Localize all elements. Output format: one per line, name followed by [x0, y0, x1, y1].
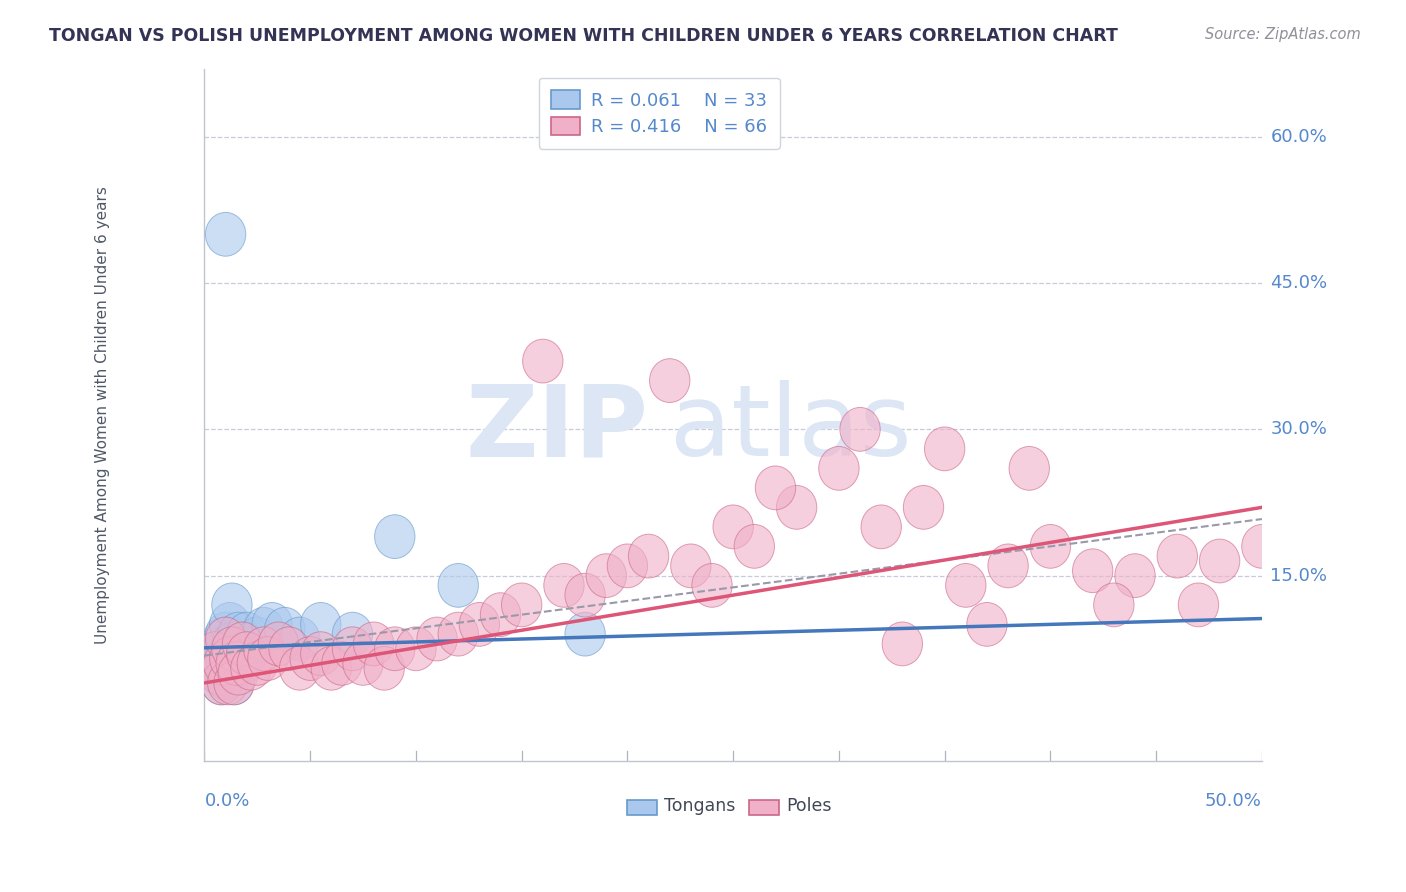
Text: Tongans: Tongans — [665, 797, 735, 815]
Text: 30.0%: 30.0% — [1271, 420, 1327, 438]
Text: atlas: atlas — [669, 380, 911, 477]
Text: ZIP: ZIP — [465, 380, 648, 477]
Text: 15.0%: 15.0% — [1271, 566, 1327, 584]
Text: 60.0%: 60.0% — [1271, 128, 1327, 145]
Text: Poles: Poles — [786, 797, 831, 815]
Text: Unemployment Among Women with Children Under 6 years: Unemployment Among Women with Children U… — [96, 186, 111, 644]
Text: 0.0%: 0.0% — [204, 792, 250, 810]
Bar — [749, 800, 779, 815]
Bar — [627, 800, 657, 815]
Text: 50.0%: 50.0% — [1205, 792, 1263, 810]
Text: TONGAN VS POLISH UNEMPLOYMENT AMONG WOMEN WITH CHILDREN UNDER 6 YEARS CORRELATIO: TONGAN VS POLISH UNEMPLOYMENT AMONG WOME… — [49, 27, 1118, 45]
Text: 45.0%: 45.0% — [1271, 274, 1327, 292]
Legend: R = 0.061    N = 33, R = 0.416    N = 66: R = 0.061 N = 33, R = 0.416 N = 66 — [538, 78, 780, 149]
Text: Source: ZipAtlas.com: Source: ZipAtlas.com — [1205, 27, 1361, 42]
